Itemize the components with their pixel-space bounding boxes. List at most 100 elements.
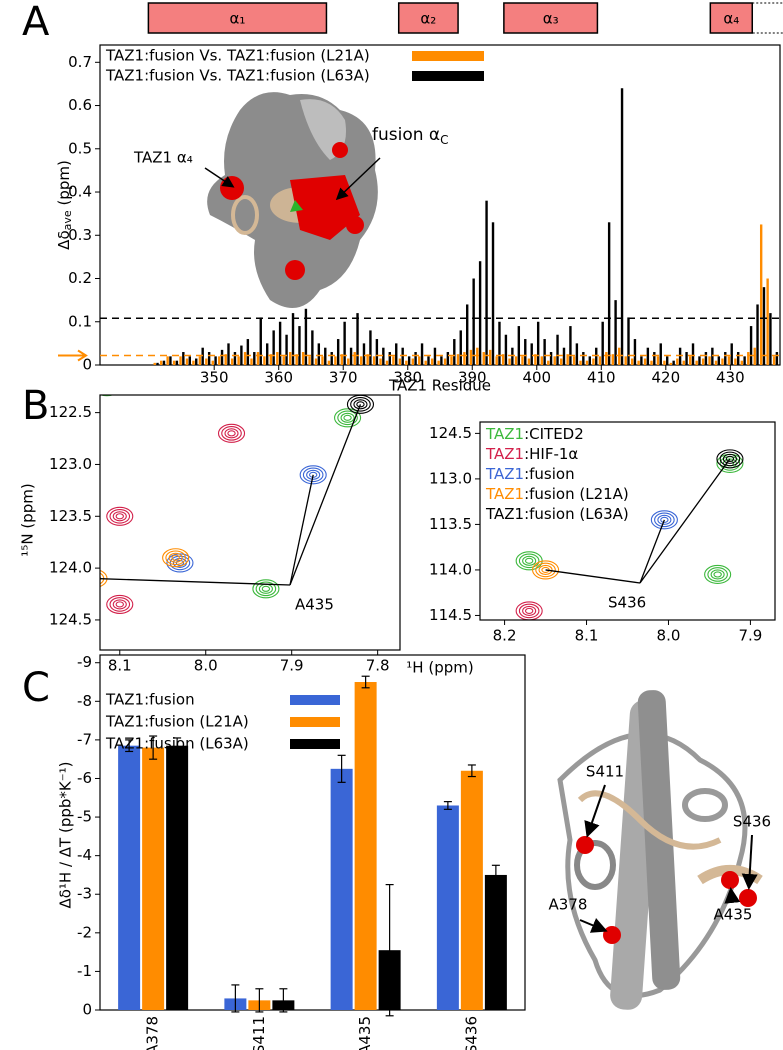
x-tick-label: A378 <box>144 1016 162 1050</box>
bar <box>588 356 591 365</box>
legend-swatch <box>412 71 484 81</box>
bar <box>420 343 424 365</box>
helix-label: α₁ <box>229 10 245 28</box>
bar <box>685 352 688 365</box>
y-tick-label: 124.5 <box>49 610 92 628</box>
bar <box>411 358 414 365</box>
annotation-part: fusion α <box>372 125 440 145</box>
bar <box>607 222 611 365</box>
contour-ring <box>168 552 183 563</box>
helix-extension <box>751 2 783 34</box>
contour-ring <box>650 510 678 530</box>
bar <box>672 360 675 365</box>
contour-ring <box>261 585 271 592</box>
bar <box>559 358 563 365</box>
panel-letter: B <box>22 383 49 429</box>
contour-ring <box>221 426 242 441</box>
connector <box>639 519 665 584</box>
bar <box>443 358 447 365</box>
peak <box>217 423 246 443</box>
legend-rest: :CITED2 <box>524 425 584 443</box>
bar <box>289 352 292 365</box>
bar <box>198 356 202 365</box>
bar <box>418 356 421 365</box>
peak <box>680 626 706 644</box>
contour-ring <box>340 412 355 423</box>
contour-ring <box>103 384 110 389</box>
plot-area <box>51 375 375 614</box>
bar <box>495 356 498 365</box>
panel-letter: A <box>22 0 50 45</box>
contour-ring <box>96 375 122 393</box>
plot-frame <box>99 394 401 651</box>
contour-ring <box>109 597 131 612</box>
contour-ring <box>725 455 735 462</box>
connector <box>100 578 291 586</box>
x-tick-label: 410 <box>587 369 616 387</box>
bar <box>682 360 685 365</box>
bar <box>366 354 369 365</box>
bar <box>549 352 553 365</box>
annotation-part: C <box>440 133 448 147</box>
contour-ring <box>51 375 77 393</box>
peak <box>704 564 732 585</box>
bar <box>595 347 598 365</box>
bar <box>433 347 437 365</box>
y-tick-label: 0.3 <box>68 226 92 244</box>
error-bar <box>491 864 500 886</box>
peak <box>346 395 375 414</box>
error-bar <box>443 801 452 810</box>
legend-label: TAZ1:fusion (L21A) <box>105 713 249 731</box>
bar <box>708 356 711 365</box>
helix-box <box>397 2 459 34</box>
bar <box>405 360 408 365</box>
legend-label: TAZ1:HIF-1α <box>485 445 578 463</box>
bar <box>646 347 650 365</box>
bar <box>401 347 404 365</box>
bar <box>469 349 473 365</box>
peak <box>96 375 122 393</box>
bar <box>640 356 643 365</box>
bar <box>460 770 483 1010</box>
bar <box>553 356 556 365</box>
bar <box>379 358 382 365</box>
bar <box>440 356 443 365</box>
y-tick-label: -7 <box>77 730 92 748</box>
bar <box>424 360 427 365</box>
y-tick-label: 114.5 <box>429 606 472 624</box>
helix-box <box>503 2 599 34</box>
contour-ring <box>109 508 131 524</box>
bar <box>291 313 295 365</box>
helix-box <box>709 2 754 34</box>
legend-label: TAZ1:CITED2 <box>485 425 584 443</box>
peak-label: A435 <box>295 596 334 614</box>
bar <box>453 339 456 365</box>
peak <box>106 506 134 526</box>
contour-ring <box>255 581 277 597</box>
contour-ring <box>217 423 246 443</box>
contour-ring <box>679 630 699 644</box>
bar <box>521 356 524 365</box>
bar <box>724 352 727 365</box>
contour-ring <box>334 408 362 428</box>
bar <box>285 334 288 365</box>
contour-ring <box>112 511 127 522</box>
bar <box>759 224 763 365</box>
legend-swatch <box>412 51 484 61</box>
bar <box>501 354 505 365</box>
bar <box>369 330 372 365</box>
bar <box>142 747 165 1010</box>
bar <box>175 360 179 365</box>
peak <box>532 560 560 580</box>
y-tick-label: 0 <box>82 1001 92 1019</box>
contour-ring <box>687 631 700 640</box>
bar <box>695 360 698 365</box>
contour-ring <box>518 553 540 569</box>
bar <box>491 222 495 365</box>
bar <box>536 321 540 365</box>
x-tick-label: 7.9 <box>738 627 762 645</box>
legend-label: TAZ1:fusion <box>105 691 195 709</box>
x-tick-label: 380 <box>393 369 422 387</box>
bar <box>295 354 298 365</box>
legend-rest: :HIF-1α <box>524 445 578 463</box>
